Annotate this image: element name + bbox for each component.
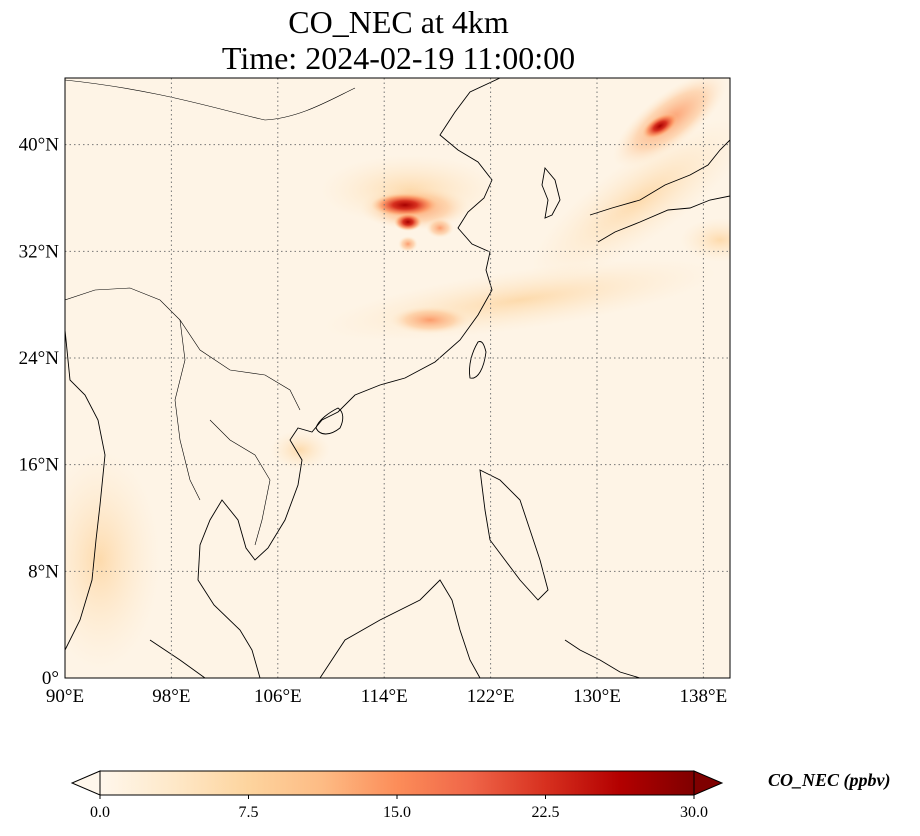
colorbar-tick-label: 22.5 bbox=[532, 804, 560, 821]
colorbar: 0.0 7.5 15.0 22.5 30.0 bbox=[70, 770, 724, 821]
coastline-taiwan bbox=[469, 341, 487, 379]
lon-tick-labels: 90°E 98°E 106°E 114°E 122°E 130°E 138°E bbox=[46, 686, 727, 707]
map-panel: 0° 8°N 16°N 24°N 32°N 40°N 90°E 98°E 106°E 114°E… bbox=[19, 77, 731, 707]
lon-tick-label: 122°E bbox=[467, 686, 515, 707]
colorbar-tick-label: 15.0 bbox=[383, 804, 411, 821]
border-mongolia bbox=[65, 79, 356, 121]
plume-pacific bbox=[680, 218, 730, 262]
lon-tick-label: 130°E bbox=[573, 686, 621, 707]
colorbar-extend-min bbox=[70, 770, 101, 796]
colorbar-extend-max bbox=[693, 770, 724, 796]
hotspot-north-china-4 bbox=[398, 236, 418, 252]
border-laos-cambodia bbox=[209, 419, 271, 546]
plume-indochina bbox=[270, 430, 330, 470]
hotspot-northeast bbox=[641, 112, 679, 140]
coastline-philippines bbox=[479, 469, 549, 601]
border-myanmar bbox=[174, 319, 201, 501]
map-frame bbox=[64, 77, 731, 679]
colorbar-label: CO_NEC (ppbv) bbox=[768, 770, 891, 790]
coastline-borneo bbox=[319, 579, 481, 678]
colorbar-gradient bbox=[100, 771, 694, 795]
lon-tick-label: 90°E bbox=[46, 686, 84, 707]
lat-tick-label: 8°N bbox=[28, 561, 59, 582]
colorbar-tick-label: 7.5 bbox=[239, 804, 259, 821]
map-title-line2: Time: 2024-02-19 11:00:00 bbox=[221, 40, 576, 76]
coastline-japan bbox=[589, 139, 730, 243]
lon-tick-label: 106°E bbox=[254, 686, 302, 707]
country-borders bbox=[65, 79, 356, 546]
coastlines bbox=[65, 78, 730, 678]
plume-south-china bbox=[390, 306, 470, 334]
lat-tick-labels: 0° 8°N 16°N 24°N 32°N 40°N bbox=[19, 135, 60, 689]
border-china-south bbox=[65, 287, 301, 411]
colorbar-tick-label: 0.0 bbox=[90, 804, 110, 821]
coastline-sulawesi bbox=[564, 639, 641, 678]
hotspot-north-china bbox=[371, 193, 439, 217]
map-title-line1: CO_NEC at 4km bbox=[288, 4, 509, 40]
hotspot-north-china-3 bbox=[426, 218, 454, 238]
coastline-sumatra bbox=[149, 639, 206, 678]
colorbar-ticks: 0.0 7.5 15.0 22.5 30.0 bbox=[90, 795, 708, 821]
coastline-korea bbox=[541, 166, 561, 219]
coastline-west bbox=[65, 329, 106, 651]
coastline-hainan bbox=[315, 407, 344, 435]
plume-bay-of-bengal bbox=[65, 450, 160, 670]
colorbar-tick-label: 30.0 bbox=[680, 804, 708, 821]
lon-tick-label: 138°E bbox=[680, 686, 728, 707]
lat-tick-label: 32°N bbox=[19, 241, 60, 262]
lon-tick-label: 114°E bbox=[361, 686, 408, 707]
lat-tick-label: 40°N bbox=[19, 135, 60, 156]
coastline-mainland bbox=[197, 78, 501, 678]
lat-tick-label: 0° bbox=[42, 668, 59, 689]
lat-tick-label: 16°N bbox=[19, 455, 60, 476]
hotspot-north-china-2 bbox=[394, 213, 422, 231]
lon-tick-label: 98°E bbox=[152, 686, 190, 707]
lat-tick-label: 24°N bbox=[19, 348, 60, 369]
